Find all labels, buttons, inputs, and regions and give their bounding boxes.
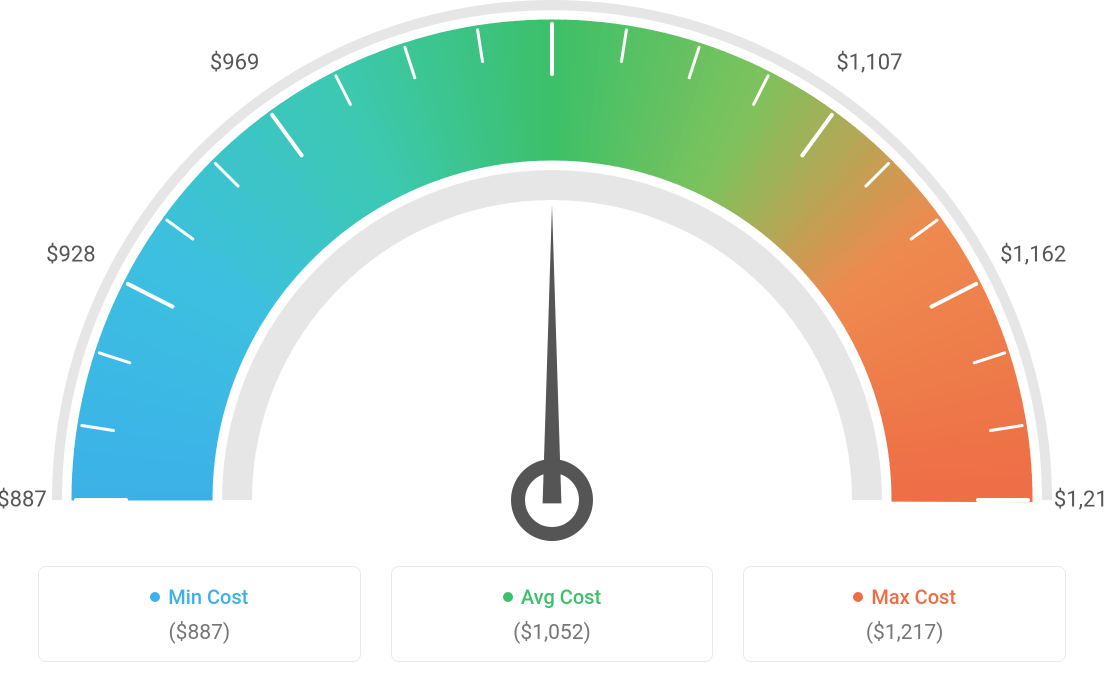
scale-label: $969 — [210, 51, 259, 76]
scale-label: $928 — [46, 242, 95, 267]
legend-card-min: Min Cost ($887) — [38, 566, 361, 662]
legend-card-avg: Avg Cost ($1,052) — [391, 566, 714, 662]
legend-value-avg: ($1,052) — [402, 621, 703, 645]
legend-title-min: Min Cost — [150, 585, 248, 609]
legend-label-avg: Avg Cost — [521, 585, 601, 609]
legend-title-max: Max Cost — [853, 585, 956, 609]
scale-label: $1,217 — [1054, 488, 1104, 513]
legend-value-min: ($887) — [49, 621, 350, 645]
cost-gauge-container: $887$928$969$1,052$1,107$1,162$1,217 Min… — [0, 0, 1104, 690]
scale-label: $887 — [0, 488, 47, 513]
legend-value-max: ($1,217) — [754, 621, 1055, 645]
scale-label: $1,107 — [836, 51, 902, 76]
gauge-svg — [0, 0, 1104, 560]
gauge-chart: $887$928$969$1,052$1,107$1,162$1,217 — [0, 0, 1104, 560]
legend-dot-max — [853, 592, 863, 602]
legend-label-min: Min Cost — [168, 585, 248, 609]
legend-row: Min Cost ($887) Avg Cost ($1,052) Max Co… — [0, 566, 1104, 662]
legend-label-max: Max Cost — [871, 585, 956, 609]
legend-card-max: Max Cost ($1,217) — [743, 566, 1066, 662]
legend-dot-avg — [503, 592, 513, 602]
legend-title-avg: Avg Cost — [503, 585, 601, 609]
legend-dot-min — [150, 592, 160, 602]
scale-label: $1,162 — [1000, 242, 1066, 267]
